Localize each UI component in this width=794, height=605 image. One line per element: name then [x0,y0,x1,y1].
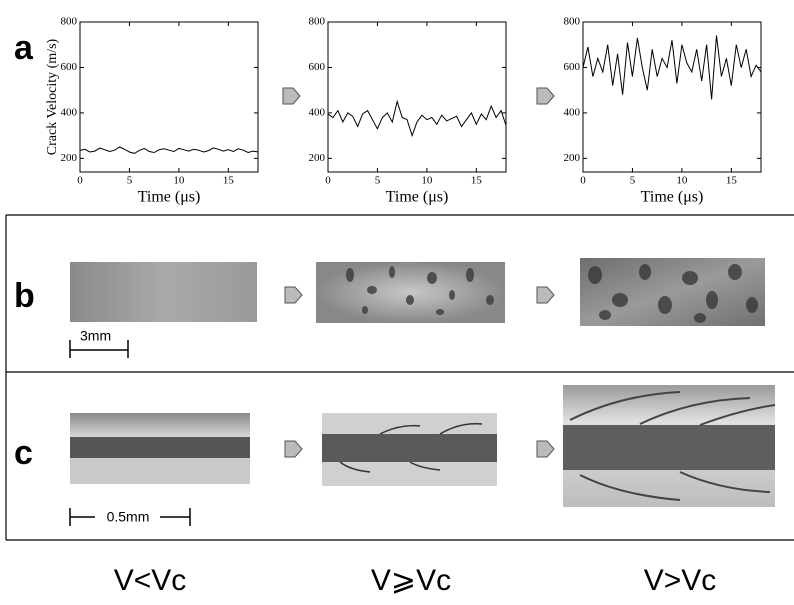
y-tick-label: 200 [564,152,581,164]
y-tick-label: 400 [309,106,326,118]
y-tick-label: 800 [61,16,78,28]
x-tick-label: 5 [127,175,133,187]
y-tick-label: 200 [309,152,326,164]
x-tick-label: 15 [726,175,738,187]
x-tick-label: 10 [173,175,185,187]
x-tick-label: 0 [580,175,586,187]
micrographs [70,258,776,507]
condition-label: V⩾Vc [371,564,451,597]
scale-bar-label: 0.5mm [107,509,150,525]
y-tick-label: 400 [61,106,78,118]
y-tick-label: 800 [309,16,326,28]
x-tick-label: 10 [421,175,433,187]
y-tick-label: 600 [564,61,581,73]
x-axis-label: Time (μs) [386,189,449,206]
plot-frame [79,21,259,173]
scale-bar-label: 3mm [80,328,111,344]
plot-frame [582,21,762,173]
y-tick-label: 400 [564,106,581,118]
x-tick-label: 0 [77,175,83,187]
panel-label: b [14,277,35,315]
x-tick-label: 5 [375,175,381,187]
velocity-line [582,35,762,100]
y-tick-label: 600 [309,61,326,73]
panel-label: a [14,29,34,67]
y-tick-label: 600 [61,61,78,73]
velocity-line [79,146,259,154]
x-tick-label: 5 [630,175,636,187]
y-tick-label: 200 [61,152,78,164]
x-tick-label: 15 [223,175,235,187]
scale-bar [69,340,191,526]
arrows [282,87,555,458]
x-axis-label: Time (μs) [138,189,201,206]
x-tick-label: 10 [676,175,688,187]
plot-frame [327,21,507,173]
y-tick-label: 800 [564,16,581,28]
frame [5,214,794,541]
x-tick-label: 15 [471,175,483,187]
velocity-line [327,99,507,138]
condition-label: V<Vc [114,564,187,597]
panel-label: c [14,434,33,472]
y-axis-label: Crack Velocity (m/s) [45,38,60,155]
condition-label: V>Vc [644,564,717,597]
x-tick-label: 0 [325,175,331,187]
x-axis-label: Time (μs) [641,189,704,206]
